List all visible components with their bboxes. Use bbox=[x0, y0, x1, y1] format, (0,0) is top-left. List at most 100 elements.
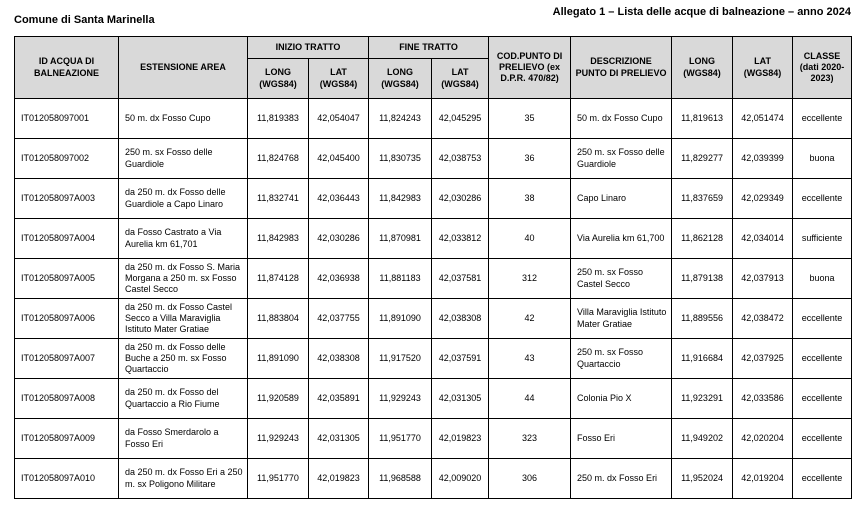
cell-area: da 250 m. dx Fosso del Quartaccio a Rio … bbox=[118, 378, 248, 419]
header-area: ESTENSIONE AREA bbox=[118, 36, 248, 99]
document-header: Comune di Santa Marinella Allegato 1 – L… bbox=[14, 0, 851, 36]
header-fine-long: LONG (WGS84) bbox=[368, 58, 433, 99]
cell-fine-lat: 42,031305 bbox=[431, 378, 490, 419]
cell-inizio-long: 11,891090 bbox=[247, 338, 309, 379]
cell-classe: buona bbox=[792, 258, 853, 299]
cell-id: IT012058097A006 bbox=[14, 298, 119, 339]
cell-id: IT012058097A008 bbox=[14, 378, 119, 419]
cell-cod-prelievo: 38 bbox=[488, 178, 572, 219]
cell-lat: 42,029349 bbox=[732, 178, 794, 219]
cell-inizio-lat: 42,037755 bbox=[307, 298, 370, 339]
table-row: IT012058097A008 da 250 m. dx Fosso del Qu… bbox=[14, 378, 853, 419]
cell-descrizione: Colonia Pio X bbox=[570, 378, 673, 419]
cell-lat: 42,033586 bbox=[732, 378, 794, 419]
header-inizio-lat: LAT (WGS84) bbox=[307, 58, 370, 99]
cell-classe: eccellente bbox=[792, 298, 853, 339]
header-row-top: ID ACQUA DI BALNEAZIONE ESTENSIONE AREA … bbox=[14, 36, 853, 99]
cell-lat: 42,034014 bbox=[732, 218, 794, 259]
cell-long: 11,949202 bbox=[671, 418, 734, 459]
cell-inizio-lat: 42,054047 bbox=[307, 98, 370, 139]
cell-cod-prelievo: 312 bbox=[488, 258, 572, 299]
cell-id: IT012058097A003 bbox=[14, 178, 119, 219]
table-row: IT012058097A007 da 250 m. dx Fosso delle … bbox=[14, 338, 853, 379]
cell-fine-long: 11,917520 bbox=[368, 338, 433, 379]
cell-fine-long: 11,929243 bbox=[368, 378, 433, 419]
cell-classe: eccellente bbox=[792, 98, 853, 139]
cell-inizio-lat: 42,030286 bbox=[307, 218, 370, 259]
cell-fine-long: 11,830735 bbox=[368, 138, 433, 179]
cell-classe: eccellente bbox=[792, 458, 853, 499]
cell-area: da 250 m. dx Fosso S. Maria Morgana a 25… bbox=[118, 258, 248, 299]
table-row: IT012058097A004 da Fosso Castrato a Via A… bbox=[14, 218, 853, 259]
header-fine-lat: LAT (WGS84) bbox=[431, 58, 490, 99]
cell-area: da Fosso Smerdarolo a Fosso Eri bbox=[118, 418, 248, 459]
cell-inizio-lat: 42,036938 bbox=[307, 258, 370, 299]
cell-descrizione: 250 m. sx Fosso Castel Secco bbox=[570, 258, 673, 299]
cell-lat: 42,039399 bbox=[732, 138, 794, 179]
cell-id: IT012058097001 bbox=[14, 98, 119, 139]
cell-inizio-lat: 42,045400 bbox=[307, 138, 370, 179]
table-row: IT012058097A003 da 250 m. dx Fosso delle … bbox=[14, 178, 853, 219]
cell-fine-long: 11,824243 bbox=[368, 98, 433, 139]
cell-cod-prelievo: 42 bbox=[488, 298, 572, 339]
header-descrizione: DESCRIZIONE PUNTO DI PRELIEVO bbox=[570, 36, 673, 99]
cell-id: IT012058097002 bbox=[14, 138, 119, 179]
cell-inizio-lat: 42,038308 bbox=[307, 338, 370, 379]
cell-id: IT012058097A004 bbox=[14, 218, 119, 259]
table-row: IT012058097002 250 m. sx Fosso delle Guar… bbox=[14, 138, 853, 179]
cell-inizio-lat: 42,019823 bbox=[307, 458, 370, 499]
cell-fine-long: 11,870981 bbox=[368, 218, 433, 259]
cell-fine-lat: 42,019823 bbox=[431, 418, 490, 459]
cell-area: da 250 m. dx Fosso Castel Secco a Villa … bbox=[118, 298, 248, 339]
cell-classe: eccellente bbox=[792, 178, 853, 219]
municipality-title: Comune di Santa Marinella bbox=[14, 14, 155, 26]
cell-inizio-long: 11,951770 bbox=[247, 458, 309, 499]
cell-fine-lat: 42,037591 bbox=[431, 338, 490, 379]
cell-long: 11,837659 bbox=[671, 178, 734, 219]
cell-inizio-lat: 42,031305 bbox=[307, 418, 370, 459]
cell-fine-long: 11,891090 bbox=[368, 298, 433, 339]
cell-inizio-long: 11,883804 bbox=[247, 298, 309, 339]
cell-descrizione: 250 m. sx Fosso delle Guardiole bbox=[570, 138, 673, 179]
cell-descrizione: Villa Maraviglia Istituto Mater Gratiae bbox=[570, 298, 673, 339]
cell-classe: sufficiente bbox=[792, 218, 853, 259]
header-id: ID ACQUA DI BALNEAZIONE bbox=[14, 36, 119, 99]
cell-descrizione: Capo Linaro bbox=[570, 178, 673, 219]
attachment-title: Allegato 1 – Lista delle acque di balnea… bbox=[552, 6, 851, 18]
table-header: ID ACQUA DI BALNEAZIONE ESTENSIONE AREA … bbox=[14, 36, 853, 99]
cell-long: 11,916684 bbox=[671, 338, 734, 379]
cell-long: 11,952024 bbox=[671, 458, 734, 499]
cell-cod-prelievo: 43 bbox=[488, 338, 572, 379]
header-lat: LAT (WGS84) bbox=[732, 36, 794, 99]
cell-long: 11,862128 bbox=[671, 218, 734, 259]
bathing-waters-table: ID ACQUA DI BALNEAZIONE ESTENSIONE AREA … bbox=[14, 36, 853, 499]
header-cod-punto: COD.PUNTO DI PRELIEVO (ex D.P.R. 470/82) bbox=[488, 36, 572, 99]
cell-inizio-long: 11,874128 bbox=[247, 258, 309, 299]
table-row: IT012058097A009 da Fosso Smerdarolo a Fos… bbox=[14, 418, 853, 459]
header-classe: CLASSE (dati 2020-2023) bbox=[792, 36, 853, 99]
cell-cod-prelievo: 44 bbox=[488, 378, 572, 419]
cell-inizio-lat: 42,035891 bbox=[307, 378, 370, 419]
cell-classe: eccellente bbox=[792, 418, 853, 459]
cell-fine-long: 11,968588 bbox=[368, 458, 433, 499]
cell-cod-prelievo: 323 bbox=[488, 418, 572, 459]
cell-lat: 42,019204 bbox=[732, 458, 794, 499]
cell-descrizione: 50 m. dx Fosso Cupo bbox=[570, 98, 673, 139]
header-inizio-long: LONG (WGS84) bbox=[247, 58, 309, 99]
cell-classe: buona bbox=[792, 138, 853, 179]
cell-cod-prelievo: 36 bbox=[488, 138, 572, 179]
cell-lat: 42,037925 bbox=[732, 338, 794, 379]
cell-long: 11,923291 bbox=[671, 378, 734, 419]
table-row: IT012058097A005 da 250 m. dx Fosso S. Mar… bbox=[14, 258, 853, 299]
header-long: LONG (WGS84) bbox=[671, 36, 734, 99]
table-row: IT012058097001 50 m. dx Fosso Cupo 11,8193… bbox=[14, 98, 853, 139]
cell-inizio-long: 11,929243 bbox=[247, 418, 309, 459]
cell-descrizione: Fosso Eri bbox=[570, 418, 673, 459]
cell-fine-lat: 42,045295 bbox=[431, 98, 490, 139]
cell-area: da Fosso Castrato a Via Aurelia km 61,70… bbox=[118, 218, 248, 259]
header-inizio-tratto: INIZIO TRATTO bbox=[246, 36, 370, 59]
cell-id: IT012058097A005 bbox=[14, 258, 119, 299]
cell-id: IT012058097A007 bbox=[14, 338, 119, 379]
cell-lat: 42,020204 bbox=[732, 418, 794, 459]
cell-fine-lat: 42,033812 bbox=[431, 218, 490, 259]
